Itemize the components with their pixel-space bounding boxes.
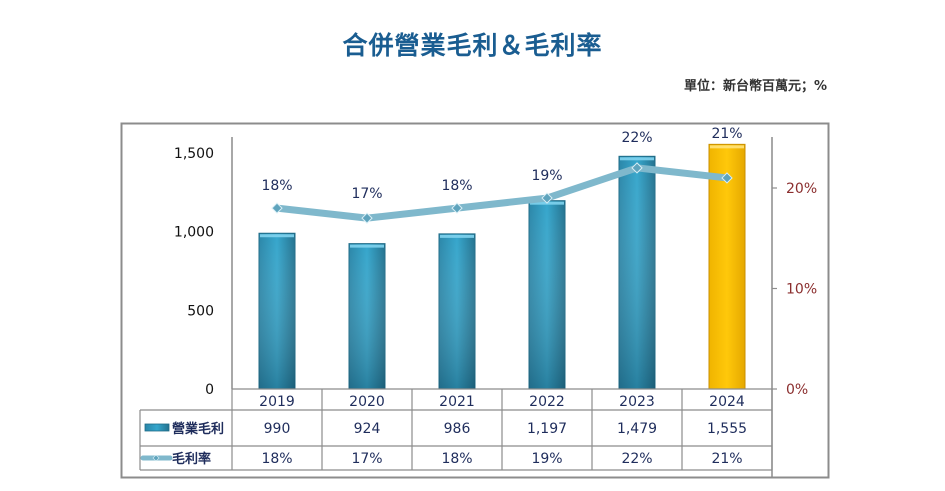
bar-2022 bbox=[528, 200, 566, 390]
table-cell: 1,479 bbox=[617, 421, 657, 437]
line-marker bbox=[541, 192, 553, 204]
margin-rate-label: 22% bbox=[621, 130, 652, 146]
line-marker bbox=[721, 172, 733, 184]
year-header: 2023 bbox=[619, 394, 655, 410]
left-tick-label: 1,500 bbox=[174, 146, 214, 162]
margin-rate-line bbox=[273, 164, 731, 222]
table-cell: 17% bbox=[351, 451, 382, 467]
left-tick-label: 0 bbox=[205, 382, 214, 398]
bar-2023 bbox=[618, 155, 656, 390]
table-cell: 1,555 bbox=[707, 421, 747, 437]
margin-rate-label: 18% bbox=[441, 178, 472, 194]
year-header: 2022 bbox=[529, 394, 565, 410]
line-marker bbox=[631, 162, 643, 174]
bar-2021 bbox=[438, 233, 476, 390]
left-tick-label: 500 bbox=[187, 303, 214, 319]
line-marker bbox=[451, 202, 463, 214]
unit-label: 單位：新台幣百萬元；% bbox=[683, 79, 827, 94]
year-header: 2024 bbox=[709, 394, 745, 410]
bar-shade bbox=[439, 233, 475, 389]
table-cell: 18% bbox=[441, 451, 472, 467]
bar-shade bbox=[349, 243, 385, 389]
year-header: 2021 bbox=[439, 394, 475, 410]
table-cell: 990 bbox=[264, 421, 291, 437]
table-cell: 22% bbox=[621, 451, 652, 467]
bar-shade bbox=[529, 200, 565, 389]
left-tick-label: 1,000 bbox=[174, 225, 214, 241]
bar bbox=[708, 143, 746, 390]
table-cell: 1,197 bbox=[527, 421, 567, 437]
bar-shade bbox=[259, 233, 295, 389]
year-header: 2019 bbox=[259, 394, 295, 410]
margin-rate-label: 18% bbox=[261, 178, 292, 194]
right-tick-label: 0% bbox=[786, 382, 808, 398]
legend-label: 營業毛利 bbox=[172, 421, 224, 437]
right-tick-label: 20% bbox=[786, 181, 817, 197]
margin-rate-label: 17% bbox=[351, 186, 382, 202]
table-cell: 986 bbox=[444, 421, 471, 437]
bar-2020 bbox=[348, 243, 386, 390]
table-cell: 19% bbox=[531, 451, 562, 467]
margin-rate-label: 21% bbox=[711, 126, 742, 142]
legend-label: 毛利率 bbox=[172, 451, 211, 467]
legend-bar-swatch bbox=[144, 423, 170, 432]
year-header: 2020 bbox=[349, 394, 385, 410]
margin-rate-label: 19% bbox=[531, 168, 562, 184]
table-cell: 18% bbox=[261, 451, 292, 467]
legend-line-marker bbox=[152, 454, 160, 462]
bar-top-highlight bbox=[710, 145, 744, 149]
table-cell: 21% bbox=[711, 451, 742, 467]
bar-2019 bbox=[258, 232, 296, 390]
bar-shade bbox=[619, 156, 655, 389]
line-marker bbox=[271, 202, 283, 214]
right-tick-label: 10% bbox=[786, 282, 817, 298]
chart-title: 合併營業毛利＆毛利率 bbox=[342, 31, 603, 60]
line-marker bbox=[361, 212, 373, 224]
bar-2024 bbox=[708, 143, 746, 390]
table-cell: 924 bbox=[354, 421, 381, 437]
